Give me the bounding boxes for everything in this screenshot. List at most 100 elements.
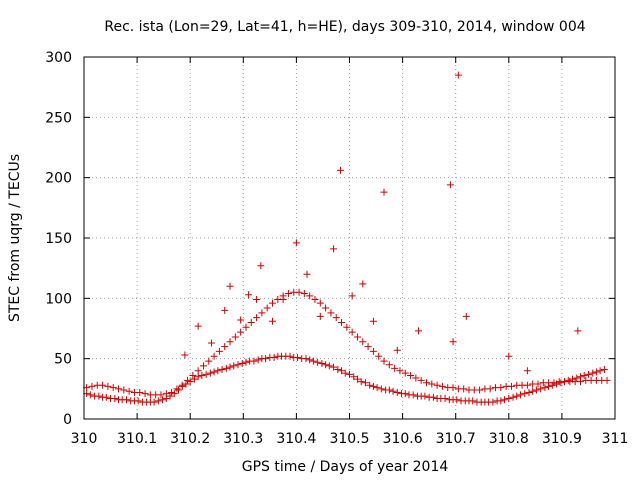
data-point [207, 339, 215, 347]
data-point [222, 364, 230, 372]
data-point [409, 391, 417, 399]
data-point [111, 394, 119, 402]
data-point [253, 314, 261, 322]
data-point [537, 385, 545, 393]
data-point [446, 181, 454, 189]
data-point [359, 280, 367, 288]
y-tick-label: 150 [45, 231, 72, 247]
data-point [353, 333, 361, 341]
data-point [295, 288, 303, 296]
data-point [505, 394, 513, 402]
data-point [564, 376, 572, 384]
data-point [476, 386, 484, 394]
data-point [125, 387, 133, 395]
data-point [242, 323, 250, 331]
data-point [279, 296, 287, 304]
data-point [550, 379, 558, 387]
data-point [429, 393, 437, 401]
data-point [421, 392, 429, 400]
data-point [330, 363, 338, 371]
data-point [300, 290, 308, 298]
data-point [460, 385, 468, 393]
data-point [104, 382, 112, 390]
data-point [254, 356, 262, 364]
data-point [215, 347, 223, 355]
data-points [83, 71, 611, 406]
data-point [325, 362, 333, 370]
data-point [501, 396, 509, 404]
data-point [157, 391, 165, 399]
data-point [178, 381, 186, 389]
data-point [263, 304, 271, 312]
data-point [489, 398, 497, 406]
data-point [226, 282, 234, 290]
data-point [88, 382, 96, 390]
data-point [469, 397, 477, 405]
x-axis-label: GPS time / Days of year 2014 [242, 459, 449, 475]
data-point [322, 304, 330, 312]
data-point [286, 352, 294, 360]
data-point [306, 292, 314, 300]
data-point [449, 338, 457, 346]
data-point [596, 367, 604, 375]
x-tick-label: 310.6 [383, 431, 423, 447]
x-tick-label: 310.1 [117, 431, 157, 447]
data-point [316, 299, 324, 307]
data-point [250, 357, 258, 365]
data-point [306, 356, 314, 364]
data-point [513, 392, 521, 400]
x-tick-label: 310.8 [489, 431, 529, 447]
data-point [523, 381, 531, 389]
data-point [348, 328, 356, 336]
data-point [99, 381, 107, 389]
data-point [318, 359, 326, 367]
data-point [592, 368, 600, 376]
data-point [242, 358, 250, 366]
data-point [303, 270, 311, 278]
data-point [136, 388, 144, 396]
data-point [237, 316, 245, 324]
x-tick-label: 310.5 [329, 431, 369, 447]
chart-title: Rec. ista (Lon=29, Lat=41, h=HE), days 3… [104, 19, 585, 35]
y-axis-label: STEC from uqrg / TECUs [7, 154, 23, 322]
data-point [338, 367, 346, 375]
data-point [407, 372, 415, 380]
data-point [373, 384, 381, 392]
x-tick-label: 310.4 [276, 431, 316, 447]
data-point [412, 374, 420, 382]
data-point [302, 355, 310, 363]
data-point [214, 367, 222, 375]
data-point [521, 390, 529, 398]
data-point [168, 388, 176, 396]
data-point [338, 318, 346, 326]
data-point [206, 369, 214, 377]
data-point [189, 372, 197, 380]
x-tick-label: 310.9 [542, 431, 582, 447]
data-point [102, 393, 110, 401]
x-tick-label: 310.2 [170, 431, 210, 447]
data-point [516, 391, 524, 399]
data-point [359, 338, 367, 346]
data-point [428, 380, 436, 388]
data-point [166, 392, 174, 400]
data-point [576, 378, 584, 386]
data-point [237, 328, 245, 336]
data-point [330, 245, 338, 253]
data-point [525, 388, 533, 396]
x-tick-label: 310.7 [436, 431, 476, 447]
data-point [86, 391, 94, 399]
data-point [507, 382, 515, 390]
x-tick-label: 311 [602, 431, 629, 447]
data-point [375, 352, 383, 360]
data-point [505, 352, 513, 360]
data-point [230, 362, 238, 370]
data-point [226, 338, 234, 346]
data-point [141, 390, 149, 398]
data-point [173, 385, 181, 393]
data-point [322, 361, 330, 369]
data-point [369, 347, 377, 355]
data-point [385, 361, 393, 369]
data-point [210, 368, 218, 376]
data-point [366, 381, 374, 389]
